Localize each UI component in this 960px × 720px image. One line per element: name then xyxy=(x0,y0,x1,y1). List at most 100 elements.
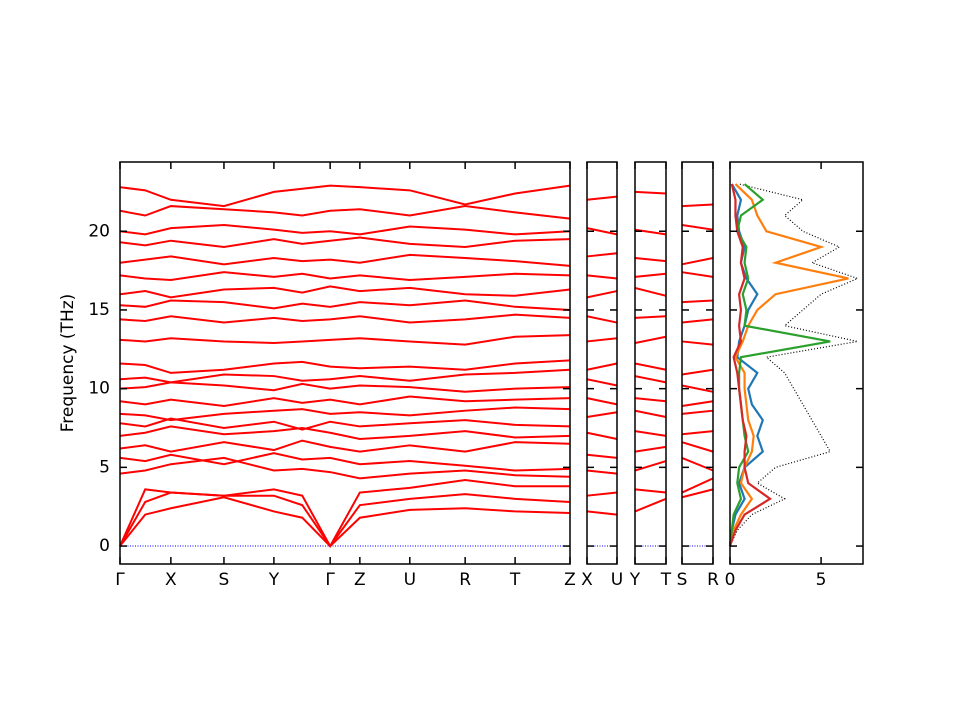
band-line xyxy=(586,195,618,201)
band-line xyxy=(119,491,571,548)
band-line xyxy=(634,488,667,494)
x-tick-label: Y xyxy=(268,570,280,590)
band-line xyxy=(119,205,571,220)
band-line xyxy=(119,425,571,441)
band-line xyxy=(586,274,618,280)
x-tick-label: 5 xyxy=(816,570,827,590)
x-tick-label: R xyxy=(707,570,719,590)
band-line xyxy=(586,397,618,406)
band-line xyxy=(119,381,571,393)
x-tick-label: T xyxy=(660,570,672,590)
band-line xyxy=(634,445,667,453)
plot-frame xyxy=(634,161,667,565)
band-line xyxy=(634,190,667,195)
x-tick-label: R xyxy=(459,570,471,590)
band-line xyxy=(634,257,667,263)
band-line xyxy=(119,271,571,282)
band-line xyxy=(119,313,571,324)
band-line xyxy=(586,431,618,440)
band-line xyxy=(119,439,571,453)
band-line xyxy=(681,340,714,346)
x-tick-label: Z xyxy=(354,570,366,590)
band-line xyxy=(634,409,667,418)
band-line xyxy=(586,227,618,236)
band-line xyxy=(681,203,714,208)
band-line xyxy=(681,257,714,266)
band-line xyxy=(586,491,618,497)
x-tick-label: Γ xyxy=(325,570,335,590)
band-line xyxy=(681,271,714,278)
band-line xyxy=(681,488,714,499)
band-line xyxy=(681,223,714,231)
y-axis-label: Frequency (THz) xyxy=(58,294,78,433)
x-tick-label: X xyxy=(165,570,177,590)
band-line xyxy=(634,375,667,384)
x-tick-label: X xyxy=(581,570,593,590)
band-line xyxy=(681,318,714,324)
y-tick-label: 15 xyxy=(88,300,110,320)
band-line xyxy=(119,478,570,549)
band-line xyxy=(119,395,571,407)
band-line xyxy=(634,497,667,513)
band-line xyxy=(681,299,714,304)
band-line xyxy=(634,362,667,371)
band-line xyxy=(119,223,571,236)
band-line xyxy=(681,441,714,453)
band-line xyxy=(681,400,714,407)
x-tick-label: U xyxy=(611,570,623,590)
band-line xyxy=(586,362,618,371)
band-line xyxy=(586,469,618,475)
x-tick-label: Y xyxy=(629,570,641,590)
band-line xyxy=(119,456,571,480)
band-line xyxy=(119,236,571,249)
band-line xyxy=(586,290,618,299)
band-line xyxy=(119,253,571,267)
band-line xyxy=(681,409,714,415)
x-tick-label: U xyxy=(404,570,416,590)
band-line xyxy=(634,397,667,403)
x-tick-label: 0 xyxy=(725,570,736,590)
x-tick-label: S xyxy=(219,570,230,590)
band-line xyxy=(681,430,714,436)
band-line xyxy=(119,334,571,346)
band-line xyxy=(586,453,618,459)
band-line xyxy=(634,335,667,344)
x-tick-label: Γ xyxy=(115,570,125,590)
band-line xyxy=(681,456,714,472)
band-line xyxy=(119,359,571,374)
band-line xyxy=(634,460,667,472)
y-tick-label: 20 xyxy=(88,221,110,241)
band-line xyxy=(119,496,571,548)
y-tick-label: 10 xyxy=(88,379,110,399)
band-line xyxy=(681,368,714,376)
dos-line xyxy=(728,183,831,547)
band-line xyxy=(586,315,618,324)
band-line xyxy=(586,252,618,258)
x-tick-label: S xyxy=(677,570,688,590)
band-line xyxy=(119,285,571,299)
band-line xyxy=(119,368,571,384)
band-line xyxy=(634,228,667,236)
plot-frame xyxy=(681,161,714,565)
band-line xyxy=(634,430,667,437)
band-line xyxy=(681,384,714,393)
band-line xyxy=(119,406,571,422)
band-line xyxy=(586,378,618,387)
band-line xyxy=(586,337,618,343)
band-line xyxy=(634,272,667,278)
x-tick-label: T xyxy=(509,570,521,590)
band-line xyxy=(119,299,571,311)
band-line xyxy=(634,286,667,297)
plot-frame xyxy=(729,161,864,565)
band-line xyxy=(119,452,571,472)
plot-frame xyxy=(586,161,618,565)
band-line xyxy=(634,315,667,319)
band-line xyxy=(586,411,618,418)
band-line xyxy=(681,477,714,494)
x-tick-label: Z xyxy=(564,570,576,590)
band-line xyxy=(586,510,618,516)
dos-line xyxy=(728,183,773,547)
band-line xyxy=(119,184,571,208)
y-tick-label: 5 xyxy=(99,457,110,477)
